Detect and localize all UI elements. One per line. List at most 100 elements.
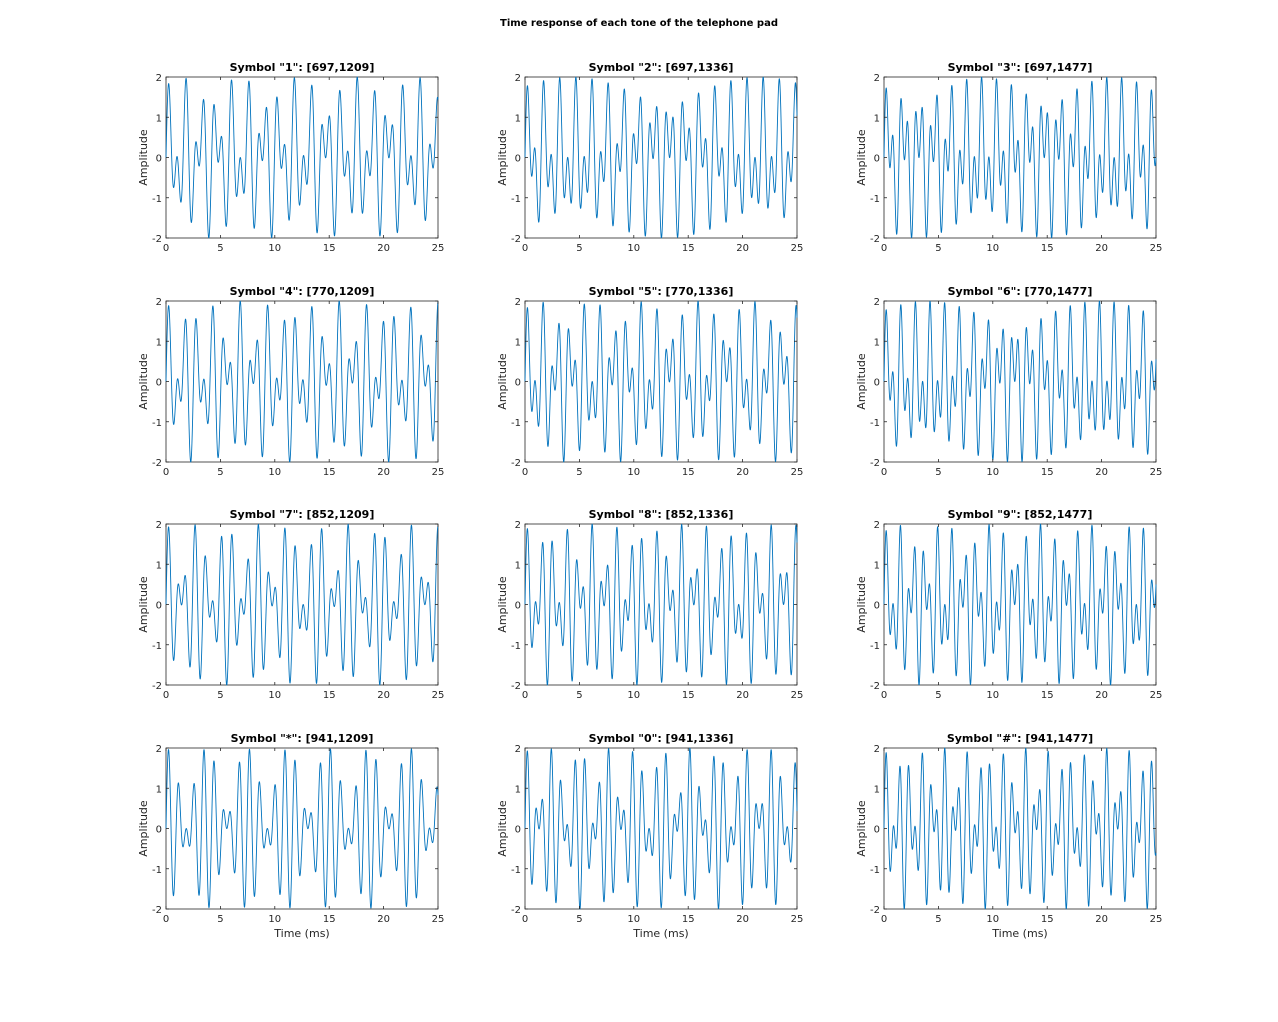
series-line bbox=[524, 300, 798, 463]
y-tick-label: 0 bbox=[156, 154, 162, 165]
x-tick-label: 25 bbox=[1150, 243, 1163, 254]
x-tick-label: 20 bbox=[736, 690, 749, 701]
subplot: 0 5 10 15 20 25 -2 -1 0 1 2 Symbol "*": [941,1209] A… bbox=[137, 732, 444, 940]
subplot: 0 5 10 15 20 25 -2 -1 0 1 2 Symbol "3": [697,1477] A… bbox=[855, 61, 1162, 254]
x-tick-label: 25 bbox=[432, 467, 445, 478]
subplot-title: Symbol "7": [852,1209] bbox=[230, 508, 375, 521]
y-tick-label: 0 bbox=[874, 378, 880, 389]
x-tick-label: 15 bbox=[323, 690, 336, 701]
x-tick-label: 25 bbox=[791, 243, 804, 254]
subplot: 0 5 10 15 20 25 -2 -1 0 1 2 Symbol "2": [697,1336] A… bbox=[496, 61, 803, 254]
series-line bbox=[524, 76, 798, 239]
y-tick-label: -2 bbox=[152, 681, 162, 692]
x-tick-label: 25 bbox=[432, 243, 445, 254]
y-tick-label: 2 bbox=[156, 73, 162, 84]
y-tick-label: 1 bbox=[515, 560, 521, 571]
y-tick-label: 2 bbox=[515, 520, 521, 531]
y-tick-label: 2 bbox=[156, 297, 162, 308]
x-tick-label: 20 bbox=[736, 914, 749, 925]
subplot: 0 5 10 15 20 25 -2 -1 0 1 2 Symbol "6": [770,1477] A… bbox=[855, 285, 1162, 478]
x-tick-label: 15 bbox=[1041, 467, 1054, 478]
y-tick-label: -2 bbox=[870, 905, 880, 916]
y-axis-label: Amplitude bbox=[137, 800, 150, 857]
x-tick-label: 0 bbox=[881, 690, 887, 701]
series-line bbox=[524, 523, 798, 686]
subplot: 0 5 10 15 20 25 -2 -1 0 1 2 Symbol "1": [697,1209] A… bbox=[137, 61, 444, 254]
x-tick-label: 15 bbox=[682, 690, 695, 701]
y-tick-label: 2 bbox=[156, 744, 162, 755]
x-tick-label: 20 bbox=[377, 914, 390, 925]
y-tick-label: -1 bbox=[511, 418, 521, 429]
y-tick-label: 0 bbox=[515, 378, 521, 389]
y-tick-label: -1 bbox=[870, 194, 880, 205]
y-tick-label: 1 bbox=[874, 337, 880, 348]
x-tick-label: 5 bbox=[935, 914, 941, 925]
x-tick-label: 15 bbox=[323, 243, 336, 254]
y-tick-label: 2 bbox=[874, 744, 880, 755]
y-tick-label: 1 bbox=[874, 784, 880, 795]
subplot: 0 5 10 15 20 25 -2 -1 0 1 2 Symbol "8": [852,1336] A… bbox=[496, 508, 803, 701]
x-tick-label: 5 bbox=[217, 243, 223, 254]
x-tick-label: 20 bbox=[1095, 467, 1108, 478]
series-line bbox=[883, 76, 1157, 239]
y-tick-label: -1 bbox=[152, 641, 162, 652]
y-tick-label: 1 bbox=[156, 113, 162, 124]
y-axis-label: Amplitude bbox=[855, 353, 868, 410]
x-tick-label: 5 bbox=[217, 467, 223, 478]
x-tick-label: 5 bbox=[935, 243, 941, 254]
y-axis-label: Amplitude bbox=[496, 800, 509, 857]
x-axis-label: Time (ms) bbox=[273, 927, 329, 940]
subplot-title: Symbol "2": [697,1336] bbox=[589, 61, 734, 74]
y-tick-label: -2 bbox=[511, 905, 521, 916]
y-tick-label: 0 bbox=[515, 601, 521, 612]
x-tick-label: 10 bbox=[627, 243, 640, 254]
y-tick-label: 0 bbox=[156, 825, 162, 836]
y-tick-label: 0 bbox=[874, 154, 880, 165]
y-tick-label: 2 bbox=[515, 744, 521, 755]
axes-box bbox=[165, 523, 439, 686]
y-axis-label: Amplitude bbox=[496, 129, 509, 186]
y-tick-label: -2 bbox=[511, 458, 521, 469]
y-tick-label: -2 bbox=[511, 681, 521, 692]
y-tick-label: -2 bbox=[870, 234, 880, 245]
subplot: 0 5 10 15 20 25 -2 -1 0 1 2 Symbol "5": [770,1336] A… bbox=[496, 285, 803, 478]
subplot: 0 5 10 15 20 25 -2 -1 0 1 2 Symbol "#": [941,1477] A… bbox=[855, 732, 1162, 940]
y-tick-label: 2 bbox=[874, 297, 880, 308]
series-line bbox=[165, 76, 439, 239]
x-tick-label: 15 bbox=[682, 243, 695, 254]
y-tick-label: -2 bbox=[152, 234, 162, 245]
y-tick-label: 0 bbox=[515, 825, 521, 836]
x-tick-label: 10 bbox=[986, 914, 999, 925]
x-tick-label: 5 bbox=[217, 690, 223, 701]
x-tick-label: 5 bbox=[576, 914, 582, 925]
x-tick-label: 5 bbox=[217, 914, 223, 925]
axes-box bbox=[524, 300, 798, 463]
y-tick-label: -2 bbox=[870, 681, 880, 692]
y-axis-label: Amplitude bbox=[137, 576, 150, 633]
series-line bbox=[883, 523, 1157, 686]
y-tick-label: 1 bbox=[874, 560, 880, 571]
y-tick-label: -1 bbox=[511, 194, 521, 205]
x-tick-label: 0 bbox=[881, 243, 887, 254]
x-tick-label: 10 bbox=[986, 690, 999, 701]
y-tick-label: 1 bbox=[515, 784, 521, 795]
y-axis-label: Amplitude bbox=[137, 129, 150, 186]
y-tick-label: 0 bbox=[515, 154, 521, 165]
x-tick-label: 0 bbox=[163, 243, 169, 254]
x-tick-label: 25 bbox=[1150, 467, 1163, 478]
y-tick-label: 1 bbox=[156, 560, 162, 571]
y-tick-label: 0 bbox=[156, 378, 162, 389]
series-line bbox=[165, 300, 439, 463]
x-tick-label: 0 bbox=[163, 914, 169, 925]
y-tick-label: -1 bbox=[870, 418, 880, 429]
subplot-title: Symbol "*": [941,1209] bbox=[231, 732, 374, 745]
x-tick-label: 10 bbox=[627, 467, 640, 478]
x-tick-label: 20 bbox=[1095, 690, 1108, 701]
x-tick-label: 20 bbox=[377, 243, 390, 254]
subplot-title: Symbol "3": [697,1477] bbox=[948, 61, 1093, 74]
x-tick-label: 25 bbox=[791, 914, 804, 925]
x-axis-label: Time (ms) bbox=[991, 927, 1047, 940]
x-tick-label: 15 bbox=[682, 914, 695, 925]
